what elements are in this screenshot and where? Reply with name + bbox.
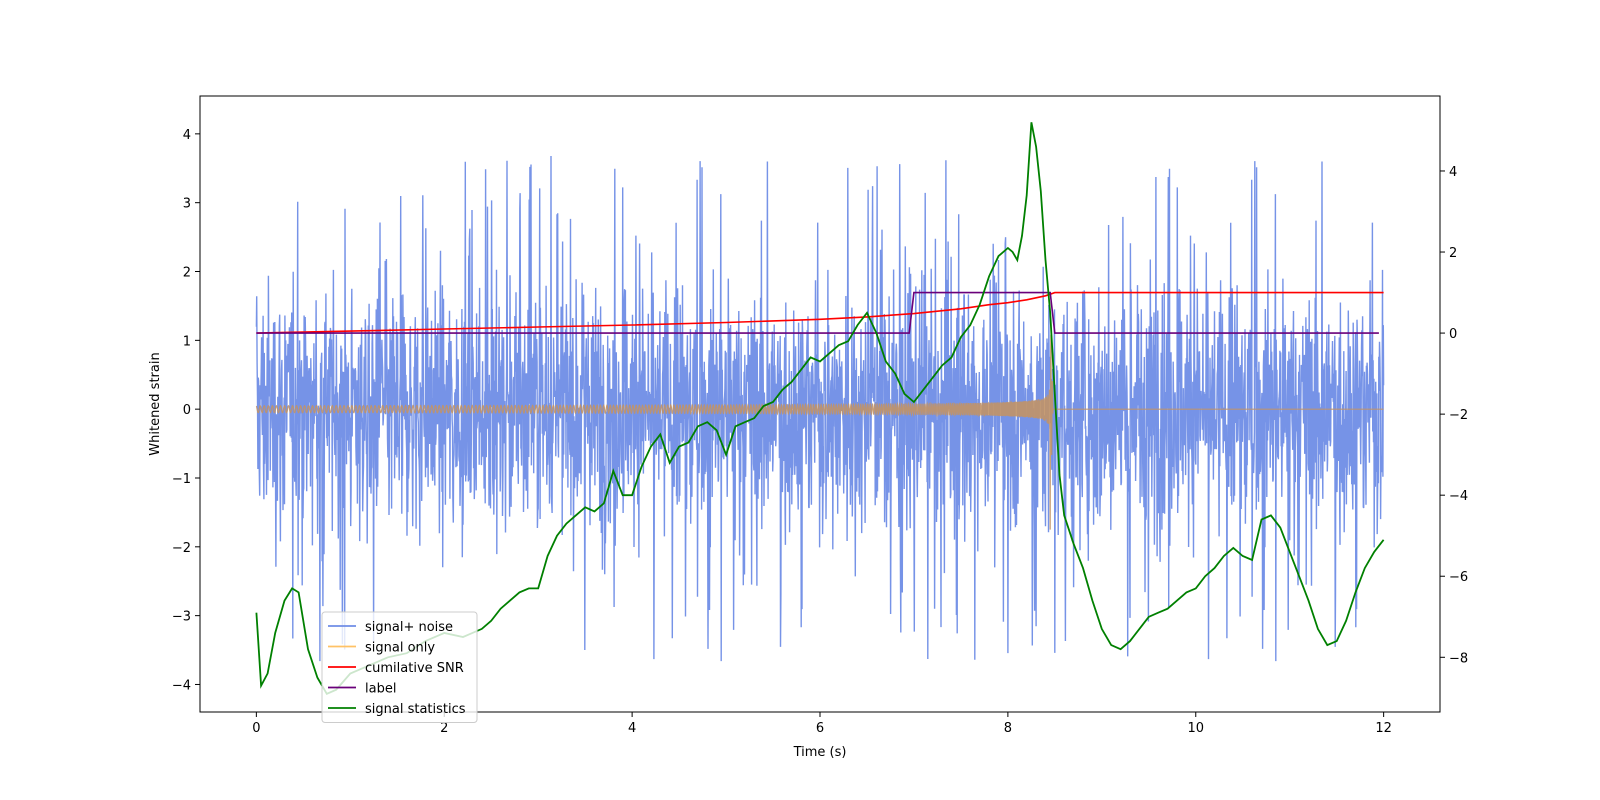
series-cumilative-snr: [256, 291, 1384, 334]
legend-label: signal only: [365, 641, 435, 656]
x-tick-label: 10: [1187, 721, 1204, 736]
plot-series-group: [255, 122, 1385, 695]
series-signal-statistics: [255, 122, 1385, 695]
y-tick-label: 2: [183, 266, 191, 281]
legend-label: signal+ noise: [365, 620, 453, 635]
x-axis-label: Time (s): [793, 745, 847, 760]
series-signal-only: [255, 334, 1384, 530]
legend-box: [321, 611, 478, 723]
legend: signal+ noise signal only cumilative SNR la…: [321, 611, 478, 723]
x-tick-label: 0: [252, 721, 260, 736]
y-right-tick-label: −2: [1449, 408, 1468, 423]
y-right-tick-label: −4: [1449, 489, 1468, 504]
y-right-tick-label: 2: [1449, 246, 1457, 261]
x-tick-label: 2: [440, 721, 448, 736]
series-signal-noise: [255, 155, 1385, 662]
x-tick-label: 8: [1004, 721, 1012, 736]
y-right-tick-label: 4: [1449, 165, 1457, 180]
y-tick-label: −1: [172, 472, 191, 487]
y-tick-label: 4: [183, 128, 191, 143]
y-right-tick-label: 0: [1449, 327, 1457, 342]
legend-label: signal statistics: [365, 702, 466, 717]
y-tick-label: −4: [172, 678, 191, 693]
legend-label: cumilative SNR: [365, 661, 464, 676]
x-tick-label: 4: [628, 721, 636, 736]
y-right-tick-label: −8: [1449, 651, 1468, 666]
plot-area: [255, 122, 1385, 695]
x-tick-label: 6: [816, 721, 824, 736]
series-label: [256, 291, 1379, 334]
y-axis-label: Whitened strain: [148, 352, 163, 455]
y-tick-label: −2: [172, 541, 191, 556]
x-tick-label: 12: [1375, 721, 1392, 736]
y-tick-label: 0: [183, 403, 191, 418]
y-right-tick-label: −6: [1449, 570, 1468, 585]
legend-label: label: [365, 682, 396, 697]
y-tick-label: −3: [172, 610, 191, 625]
y-tick-label: 3: [183, 197, 191, 212]
y-tick-label: 1: [183, 334, 191, 349]
